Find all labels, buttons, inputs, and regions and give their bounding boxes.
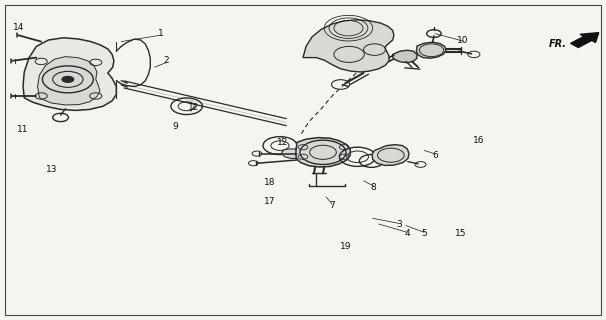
Polygon shape (571, 33, 599, 47)
Polygon shape (372, 145, 409, 165)
Text: 15: 15 (455, 229, 466, 238)
Circle shape (62, 76, 74, 83)
Text: 9: 9 (173, 122, 179, 131)
Polygon shape (416, 42, 446, 58)
Text: 2: 2 (164, 56, 170, 65)
Text: 14: 14 (13, 23, 24, 32)
Text: 1: 1 (158, 29, 164, 38)
Text: 16: 16 (473, 136, 484, 145)
Polygon shape (303, 20, 394, 72)
Text: 3: 3 (396, 220, 402, 229)
Text: 18: 18 (264, 178, 275, 187)
Text: 5: 5 (421, 229, 427, 238)
Polygon shape (296, 138, 350, 167)
Text: 19: 19 (340, 242, 351, 251)
Text: 6: 6 (432, 151, 438, 160)
Text: 7: 7 (329, 201, 335, 210)
Text: 17: 17 (264, 197, 275, 206)
Text: 12: 12 (188, 103, 199, 112)
Text: 12: 12 (278, 138, 288, 147)
Text: 13: 13 (46, 165, 57, 174)
Text: FR.: FR. (548, 39, 567, 49)
Polygon shape (23, 38, 116, 110)
Text: 4: 4 (404, 229, 410, 238)
Polygon shape (393, 50, 417, 63)
Text: 11: 11 (18, 125, 28, 134)
Polygon shape (282, 149, 300, 158)
Polygon shape (38, 57, 100, 105)
Text: 8: 8 (370, 183, 376, 192)
Text: 10: 10 (457, 36, 468, 44)
